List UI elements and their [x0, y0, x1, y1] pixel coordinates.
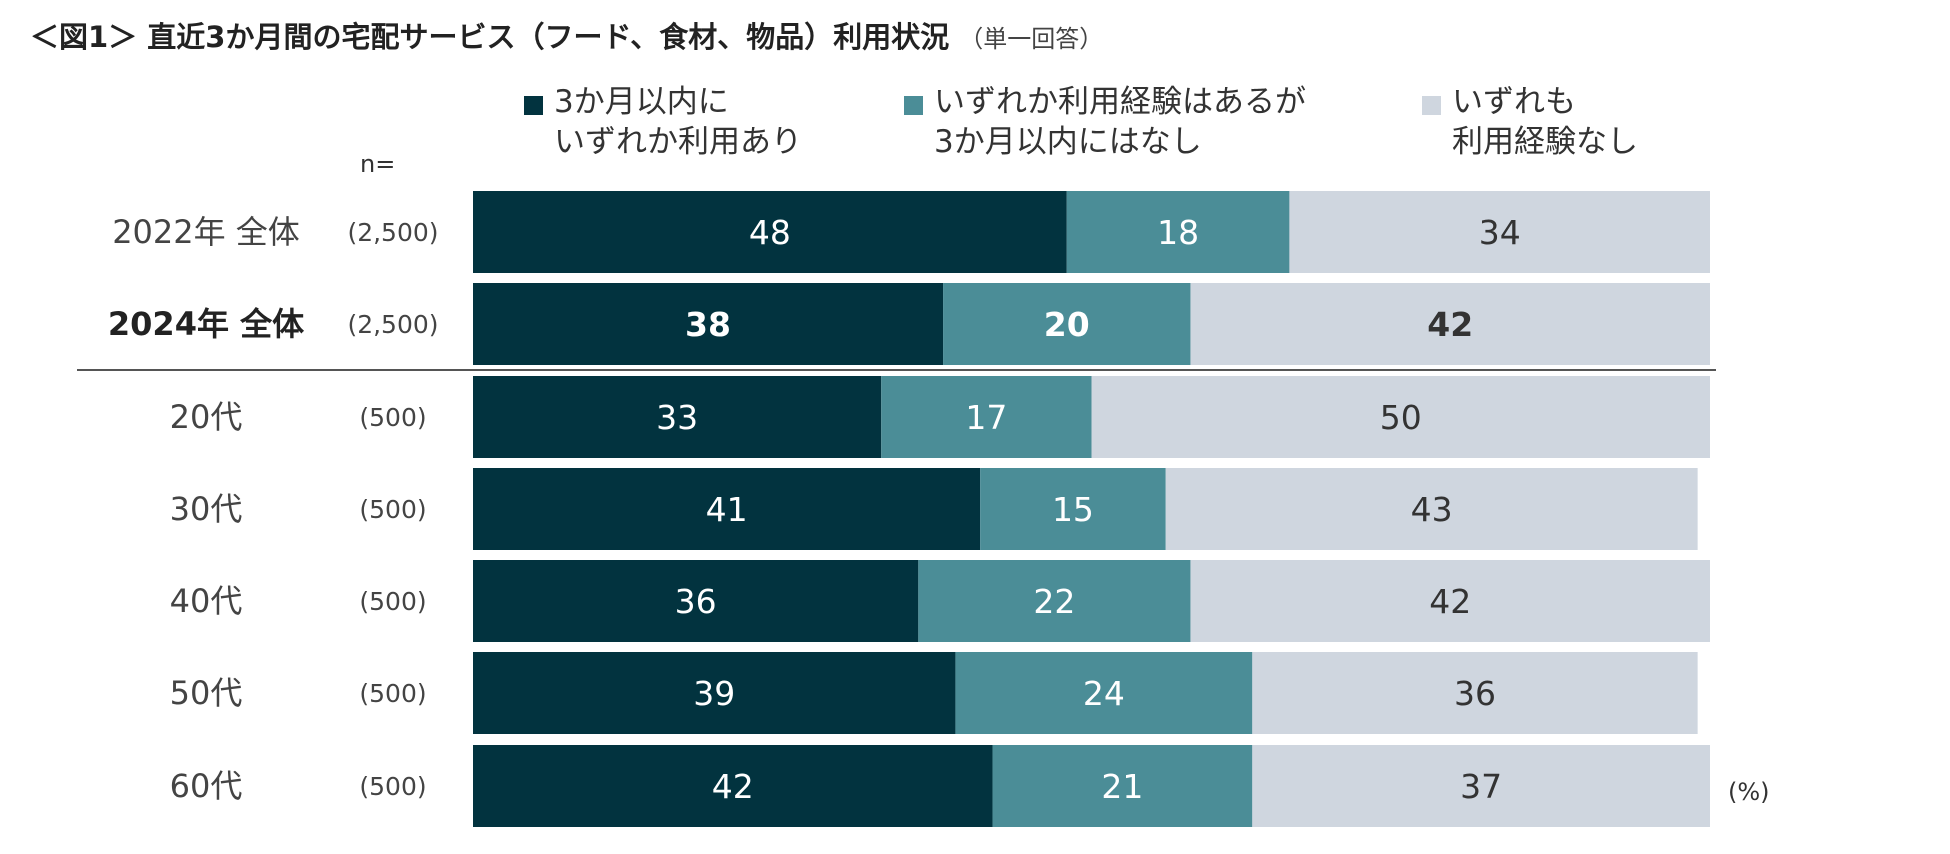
bar-segment	[1252, 745, 1710, 827]
data-label: 21	[1101, 767, 1143, 806]
bar-segment	[918, 560, 1191, 642]
bar-segment	[473, 376, 882, 458]
data-label: 33	[656, 398, 698, 437]
chart-title-text: ＜図1＞ 直近3か月間の宅配サービス（フード、食材、物品）利用状況	[30, 20, 950, 54]
legend-swatch-series1	[524, 96, 543, 115]
bar-segment	[473, 652, 956, 734]
legend-label-series1-line1: 3か月以内に	[554, 84, 729, 120]
bar-segment	[473, 283, 944, 365]
legend-label-series2-line2: 3か月以内にはなし	[934, 124, 1202, 160]
legend-label-series2-line1: いずれか利用経験はあるが	[934, 84, 1306, 120]
data-label: 50	[1380, 398, 1422, 437]
legend-label-series3-line2: 利用経験なし	[1452, 124, 1638, 160]
data-label: 36	[675, 582, 717, 621]
bar-segment	[473, 560, 919, 642]
bar-segment	[1252, 652, 1698, 734]
sample-size-label: (500)	[359, 772, 426, 801]
data-label: 42	[1427, 305, 1473, 344]
sample-size-label: (500)	[359, 679, 426, 708]
percent-unit-label: (%)	[1728, 778, 1770, 806]
sample-size-label: (500)	[359, 587, 426, 616]
data-label: 43	[1411, 490, 1453, 529]
legend-swatch-series3	[1422, 96, 1441, 115]
data-label: 42	[1429, 582, 1471, 621]
chart-title: ＜図1＞ 直近3か月間の宅配サービス（フード、食材、物品）利用状況 （単一回答）	[30, 14, 1103, 56]
bar-segment	[943, 283, 1191, 365]
chart-title-note: （単一回答）	[959, 25, 1104, 53]
legend-label-series1-line2: いずれか利用あり	[554, 124, 802, 160]
legend-label-series3-line1: いずれも	[1452, 84, 1576, 120]
bar-segment	[980, 468, 1166, 550]
category-label: 50代	[170, 674, 243, 712]
sample-size-label: (2,500)	[347, 218, 438, 247]
category-label: 30代	[170, 490, 243, 528]
category-label: 60代	[170, 767, 243, 805]
data-label: 17	[965, 398, 1007, 437]
data-label: 36	[1454, 674, 1496, 713]
category-label: 20代	[170, 398, 243, 436]
bar-segment	[473, 468, 981, 550]
category-label: 40代	[170, 582, 243, 620]
bar-segment	[1066, 191, 1290, 273]
data-label: 24	[1083, 674, 1125, 713]
bar-segment	[1190, 560, 1710, 642]
bar-segment	[1190, 283, 1710, 365]
data-label: 37	[1460, 767, 1502, 806]
data-label: 41	[706, 490, 748, 529]
bar-segment	[992, 745, 1253, 827]
bar-segment	[955, 652, 1253, 734]
category-label: 2022年 全体	[112, 213, 300, 251]
sample-size-label: (2,500)	[347, 310, 438, 339]
sample-size-header: n=	[360, 150, 396, 178]
sample-size-label: (500)	[359, 495, 426, 524]
sample-size-label: (500)	[359, 403, 426, 432]
data-label: 15	[1052, 490, 1094, 529]
data-label: 39	[693, 674, 735, 713]
data-label: 18	[1157, 213, 1199, 252]
data-label: 20	[1044, 305, 1090, 344]
data-label: 34	[1479, 213, 1521, 252]
bar-segment	[473, 191, 1067, 273]
bar-segment	[473, 745, 993, 827]
legend-swatch-series2	[904, 96, 923, 115]
bar-segment	[1165, 468, 1698, 550]
bar-segment	[1289, 191, 1710, 273]
data-label: 22	[1033, 582, 1075, 621]
data-label: 48	[749, 213, 791, 252]
category-label: 2024年 全体	[108, 305, 304, 343]
bar-segment	[881, 376, 1092, 458]
data-label: 38	[685, 305, 731, 344]
data-label: 42	[712, 767, 754, 806]
bar-segment	[1091, 376, 1710, 458]
